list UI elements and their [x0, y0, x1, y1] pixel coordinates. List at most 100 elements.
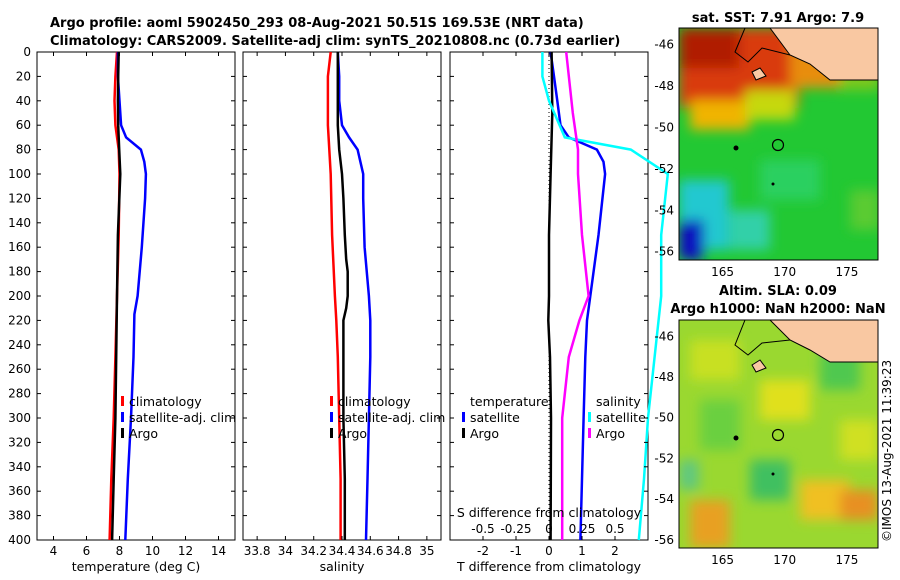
series-line-t-argo: [547, 51, 554, 541]
legend-label: Argo: [338, 426, 367, 441]
timestamp: ©IMOS 13-Aug-2021 11:39:23: [880, 360, 894, 542]
y-tick-label: 220: [8, 313, 31, 327]
legend-label: satellite-adj. clim: [338, 410, 445, 425]
x-tick-label: 14: [211, 544, 226, 558]
legend-label: Argo: [129, 426, 158, 441]
y-tick-label: 260: [8, 362, 31, 376]
legend-label: climatology: [129, 394, 202, 409]
legend-marker-satellite: [330, 412, 333, 422]
legend-marker-climatology: [121, 396, 124, 406]
series-line-argo: [336, 52, 349, 540]
x-tick-label-top: -0.25: [500, 522, 531, 536]
sla-map: [679, 320, 878, 548]
map-y-tick-label: -46: [654, 329, 674, 343]
map-y-tick-label: -50: [654, 411, 674, 425]
legend-marker-t-argo: [462, 428, 465, 438]
map-y-tick-label: -56: [654, 245, 674, 259]
x-tick-label: 34.2: [300, 544, 327, 558]
legend-title-salinity: salinity: [596, 394, 641, 409]
map-y-tick-label: -52: [654, 451, 674, 465]
y-tick-label: 80: [16, 143, 31, 157]
difference-xlabel: T difference from climatology: [456, 559, 642, 574]
x-tick-label-top: 0: [545, 522, 553, 536]
x-tick-label: 10: [145, 544, 160, 558]
x-tick-label: 34: [278, 544, 293, 558]
y-tick-label: 160: [8, 240, 31, 254]
temperature-xlabel: temperature (deg C): [72, 559, 201, 574]
x-tick-label: 6: [83, 544, 91, 558]
map-x-tick-label: 170: [773, 553, 796, 567]
legend-title-temperature: temperature: [470, 394, 549, 409]
y-tick-label: 320: [8, 435, 31, 449]
y-tick-label: 100: [8, 167, 31, 181]
x-tick-label: 2: [611, 544, 619, 558]
sst-map: [679, 28, 878, 260]
y-tick-label: 200: [8, 289, 31, 303]
difference-xlabel-top: S difference from climatology: [457, 505, 642, 520]
x-tick-label: 0: [545, 544, 553, 558]
x-tick-label: 12: [178, 544, 193, 558]
map-y-tick-label: -50: [654, 120, 674, 134]
legend-label: satellite: [470, 410, 520, 425]
x-tick-label: 4: [50, 544, 58, 558]
y-tick-label: 280: [8, 387, 31, 401]
x-tick-label: 33.8: [244, 544, 271, 558]
x-tick-label: 8: [116, 544, 124, 558]
legend-label: Argo: [470, 426, 499, 441]
salinity-xlabel: salinity: [320, 559, 365, 574]
legend-label: climatology: [338, 394, 411, 409]
sst-map-frame: [678, 27, 879, 261]
legend-marker-climatology: [330, 396, 333, 406]
legend-label: satellite-adj. clim: [129, 410, 236, 425]
map-y-tick-label: -56: [654, 533, 674, 547]
y-tick-label: 380: [8, 509, 31, 523]
legend-marker-satellite: [121, 412, 124, 422]
legend-marker-t-satellite: [462, 412, 465, 422]
y-tick-label: 300: [8, 411, 31, 425]
y-tick-label: 20: [16, 69, 31, 83]
x-tick-label: 35: [419, 544, 434, 558]
x-tick-label: -1: [510, 544, 522, 558]
series-line-satellite-adj-clim: [116, 52, 148, 541]
y-tick-label: 140: [8, 216, 31, 230]
x-tick-label: 1: [578, 544, 586, 558]
y-tick-label: 60: [16, 118, 31, 132]
y-tick-label: 120: [8, 191, 31, 205]
y-tick-label: 0: [23, 45, 31, 59]
x-tick-label: 34.6: [357, 544, 384, 558]
y-tick-label: 180: [8, 265, 31, 279]
figure-title-line2: Climatology: CARS2009. Satellite-adj cli…: [50, 34, 620, 49]
temperature-axes: [36, 51, 236, 541]
legend-marker-argo: [330, 428, 333, 438]
sst-map-title: sat. SST: 7.91 Argo: 7.9: [692, 11, 864, 26]
map-y-tick-label: -46: [654, 38, 674, 52]
x-tick-label: -2: [477, 544, 489, 558]
y-tick-label: 400: [8, 533, 31, 547]
x-tick-label-top: -0.5: [471, 522, 494, 536]
legend-label: Argo: [596, 426, 625, 441]
sla-map-frame: [678, 319, 879, 549]
legend-label: satellite: [596, 410, 646, 425]
legend-marker-argo: [121, 428, 124, 438]
difference-legend: temperature satellite Argo salinity sate…: [462, 394, 646, 441]
y-tick-label: 40: [16, 94, 31, 108]
map-y-tick-label: -48: [654, 370, 674, 384]
map-x-tick-label: 165: [711, 553, 734, 567]
sla-map-title-line2: Argo h1000: NaN h2000: NaN: [670, 302, 885, 317]
map-x-tick-label: 170: [773, 265, 796, 279]
map-x-tick-label: 175: [835, 265, 858, 279]
map-y-tick-label: -48: [654, 79, 674, 93]
x-tick-label: 34.4: [329, 544, 356, 558]
map-x-tick-label: 165: [711, 265, 734, 279]
map-y-tick-label: -52: [654, 162, 674, 176]
map-y-tick-label: -54: [654, 203, 674, 217]
map-x-tick-label: 175: [835, 553, 858, 567]
argo-position-marker: [771, 428, 785, 442]
legend-marker-s-satellite: [588, 412, 591, 422]
series-line-s-argo: [560, 51, 590, 540]
legend-marker-s-argo: [588, 428, 591, 438]
argo-position-marker: [771, 138, 785, 152]
x-tick-label-top: 0.25: [569, 522, 596, 536]
series-line-t-satellite: [549, 51, 607, 541]
y-tick-label: 340: [8, 460, 31, 474]
